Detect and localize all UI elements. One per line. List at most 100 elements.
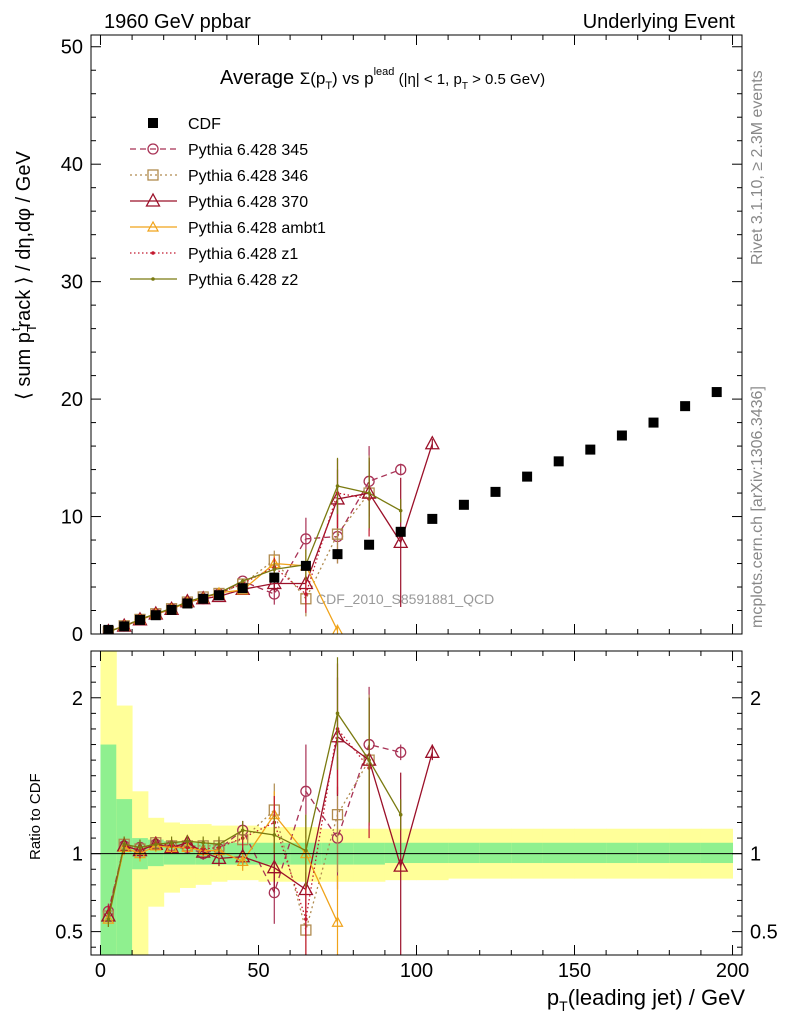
cdf-point [680,401,691,412]
ratio-point-z2 [138,845,142,850]
main-series-p345 [102,446,407,634]
main-point-p370 [424,435,440,450]
ratio-point-p370 [266,859,282,874]
header-right: Underlying Event [583,11,736,33]
main-series-cdf [103,387,722,634]
band-inner-bin [700,842,734,864]
main-plot-area [102,387,722,634]
cdf-point [166,604,177,615]
ratio-point-z2 [272,833,277,837]
legend-item-z1: Pythia 6.428 z1 [130,246,298,263]
ratio-point-z2 [240,828,245,833]
ratio-point-ambt1 [236,855,249,867]
cdf-point [711,387,722,398]
cdf-point [103,624,114,634]
cdf-point [150,610,161,621]
legend-marker-p345 [147,143,159,155]
main-line-p345 [108,468,401,633]
ratio-series-z2 [106,657,403,927]
chart-title: Average Σ(pT) vs plead (|η| < 1, pT > 0.… [220,66,545,92]
x-axis-label: pT(leading jet) / GeV [547,985,745,1014]
band-inner-bin [542,842,576,864]
main-point-z2 [335,484,340,488]
x-tick-label: 100 [400,960,433,982]
legend-marker-p370 [145,192,161,207]
header-left: 1960 GeV ppbar [104,11,251,33]
legend-item-p346: Pythia 6.428 346 [130,168,308,185]
ratio-frame [90,650,743,956]
main-series-p346 [102,455,375,634]
y-axis-label-main: ⟨ sum pTtrack ⟩ / dη,dφ / GeV [8,151,39,400]
main-point-p345 [300,533,312,545]
main-point-p346 [331,528,344,540]
legend-label-p370: Pythia 6.428 370 [188,194,308,211]
y-tick-label-ratio-right: 1 [750,844,761,866]
main-point-z2 [240,579,245,583]
legend-item-p370: Pythia 6.428 370 [130,192,308,211]
y-tick-label-main: 0 [72,624,83,646]
legend-label-z1: Pythia 6.428 z1 [188,246,298,263]
main-point-z2 [398,508,403,513]
band-inner-bin [574,842,607,864]
y-tick-label-main: 30 [61,272,83,294]
x-tick-label: 200 [716,960,749,982]
legend-marker-z2 [151,277,155,281]
ratio-point-z2 [169,840,174,845]
legend-item-ambt1: Pythia 6.428 ambt1 [130,220,326,237]
ratio-point-p370 [393,857,409,872]
ratio-line-z2 [107,711,402,920]
y-tick-label-ratio: 2 [72,688,83,710]
band-inner-bin [448,842,481,864]
main-point-z2 [272,567,277,572]
legend-item-z2: Pythia 6.428 z2 [130,272,298,289]
legend-item-cdf: CDF [148,116,221,133]
legend-marker-p346 [147,169,159,181]
mcplots-label: mcplots.cern.ch [arXiv:1306.3436] [749,386,766,628]
cdf-point [213,590,224,601]
ratio-point-z2 [122,842,126,847]
main-point-z2 [367,491,371,495]
cdf-point [119,621,130,632]
cdf-point [198,593,209,604]
legend-marker-ambt1 [146,220,160,232]
cdf-point [490,486,501,497]
y-tick-label-main: 10 [61,507,83,529]
ratio-point-z2 [153,842,158,847]
axes: 0 50 100 150 200 0 10 20 30 40 50 0.5 0.5 1 1 2 2 [55,34,778,982]
ratio-point-p346 [331,809,344,821]
ratio-plot-area [91,657,742,955]
y-tick-label-ratio: 1 [72,844,83,866]
cdf-point [269,572,280,583]
cdf-point [648,417,659,428]
ratio-point-ambt1 [331,916,344,927]
ratio-point-z1 [304,917,308,921]
band-inner-bin [116,799,133,955]
band-inner-bin [637,842,670,864]
rivet-label: Rivet 3.1.10, ≥ 2.3M events [749,70,766,265]
ratio-bands [100,651,734,955]
ratio-point-p345 [300,785,312,797]
legend: CDF Pythia 6.428 345 Pythia 6.428 346 Pythi… [130,116,326,289]
main-point-p370 [393,534,409,549]
cdf-point [395,526,406,537]
main-point-z1 [304,592,308,596]
ratio-point-p370 [424,743,440,758]
y-tick-label-ratio-right: 0.5 [750,922,778,944]
legend-label-ambt1: Pythia 6.428 ambt1 [188,220,326,237]
ratio-point-p370 [211,849,227,864]
cdf-point [134,614,145,625]
cdf-point [458,499,469,510]
legend-label-p346: Pythia 6.428 346 [188,168,308,185]
ratio-point-z2 [201,840,205,845]
legend-label-z2: Pythia 6.428 z2 [188,272,298,289]
x-tick-label: 0 [95,960,106,982]
ratio-point-z2 [335,711,340,716]
y-tick-label-main: 40 [61,154,83,176]
ratio-point-z2 [304,848,308,853]
band-inner-bin [511,842,544,864]
ratio-point-z2 [217,842,221,847]
x-tick-label: 50 [247,960,269,982]
main-point-ambt1 [332,624,343,634]
main-line-z1 [108,492,370,633]
